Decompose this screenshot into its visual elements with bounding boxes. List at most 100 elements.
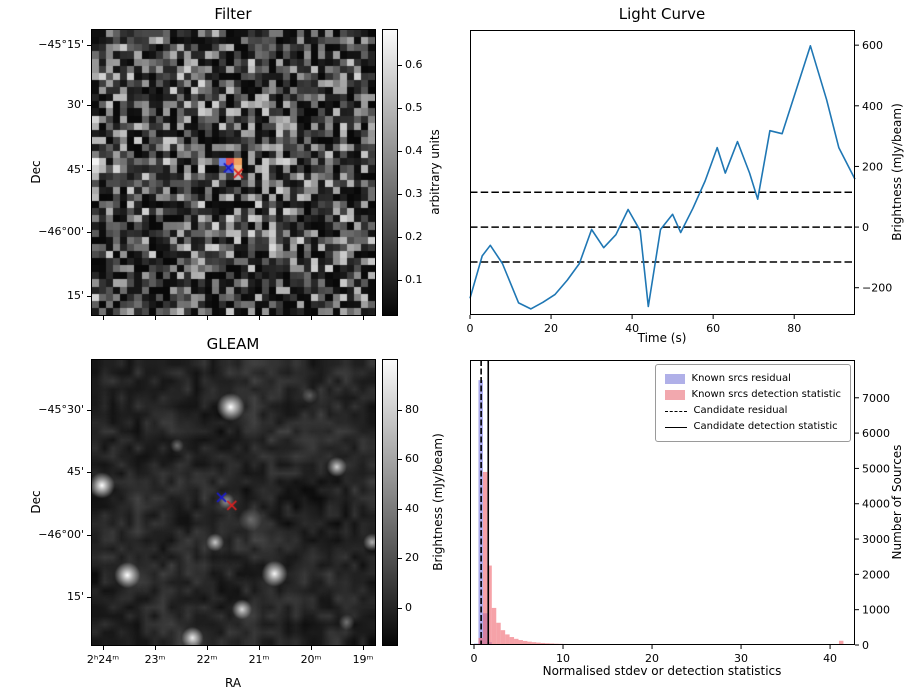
light-curve-title: Light Curve — [618, 5, 706, 23]
tick-label: 7000 — [862, 392, 890, 405]
tick-label: 3000 — [862, 533, 890, 546]
histogram-bar — [527, 641, 532, 645]
histogram-plot: 0 10 20 30 40 0 1000 2000 3000 4000 5000 6000 7000 — [470, 360, 890, 665]
tick-label: 60 — [405, 452, 419, 465]
tick-mark — [259, 316, 260, 320]
legend-entry: Candidate residual — [664, 404, 841, 418]
legend-line-swatch — [664, 410, 687, 412]
histogram-bar — [531, 642, 537, 645]
tick-label: 0 — [471, 652, 478, 665]
tick-label: −45°15' — [38, 38, 84, 51]
tick-label: 2000 — [862, 568, 890, 581]
histogram-bar — [518, 640, 523, 645]
tick-label: 2ʰ24ᵐ — [86, 653, 120, 666]
histogram-bar — [496, 622, 501, 645]
histogram-bar — [478, 380, 483, 645]
legend-line-swatch — [664, 426, 687, 428]
tick-label: −46°00' — [38, 225, 84, 238]
tick-label: 40 — [625, 322, 639, 335]
legend-entry: Known srcs detection statistic — [664, 388, 841, 402]
tick-label: 20 — [645, 652, 659, 665]
histogram-bar — [838, 640, 844, 645]
tick-label: 23ᵐ — [144, 653, 166, 666]
tick-mark — [87, 232, 91, 233]
light-curve-ylabel-right: Brightness (mJy/beam) — [890, 103, 904, 241]
tick-label: 19ᵐ — [352, 653, 374, 666]
light-curve-line — [469, 45, 856, 310]
tick-label: 60 — [706, 322, 720, 335]
tick-label: 15' — [66, 590, 84, 603]
tick-label: 21ᵐ — [248, 653, 270, 666]
tick-mark — [311, 646, 312, 650]
histogram-bar — [540, 642, 546, 645]
tick-label: 0 — [467, 322, 474, 335]
tick-label: 10 — [556, 652, 570, 665]
tick-label: 1000 — [862, 604, 890, 617]
gleam-colorbar — [382, 359, 398, 646]
legend-patch-swatch — [664, 390, 685, 400]
histogram-bar — [482, 471, 488, 645]
legend-entry: Known srcs residual — [664, 372, 841, 386]
tick-label: 15' — [66, 289, 84, 302]
tick-label: 0.1 — [405, 273, 423, 286]
tick-label: 0.6 — [405, 58, 423, 71]
tick-mark — [398, 558, 402, 559]
axes-spines — [470, 360, 855, 645]
tick-mark — [398, 608, 402, 609]
light-curve-plot: 0 20 40 60 80 −200 0 200 400 600 — [467, 30, 892, 335]
tick-mark — [87, 535, 91, 536]
axes-spines — [470, 30, 855, 315]
tick-mark — [398, 410, 402, 411]
tick-mark — [87, 170, 91, 171]
tick-mark — [103, 646, 104, 650]
tick-label: 200 — [862, 160, 883, 173]
histogram-bar — [509, 637, 515, 645]
tick-mark — [87, 105, 91, 106]
tick-mark — [87, 472, 91, 473]
tick-mark — [87, 296, 91, 297]
tick-label: 0 — [405, 601, 412, 614]
legend-label: Candidate residual — [693, 405, 788, 416]
tick-mark — [398, 459, 402, 460]
tick-mark — [311, 316, 312, 320]
tick-label: 5000 — [862, 462, 890, 475]
tick-label: 6000 — [862, 427, 890, 440]
gleam-ylabel: Dec — [29, 490, 43, 514]
histogram-xlabel: Normalised stdev or detection statistics — [542, 664, 782, 678]
filter-colorbar — [382, 29, 398, 316]
tick-label: 0 — [862, 639, 869, 652]
legend-patch-swatch — [664, 374, 685, 384]
tick-mark — [155, 646, 156, 650]
light-curve-xlabel: Time (s) — [637, 331, 687, 345]
histogram-bar — [491, 607, 497, 645]
filter-colorbar-label: arbitrary units — [428, 129, 442, 215]
legend-label: Known srcs residual — [691, 373, 791, 384]
tick-label: 22ᵐ — [196, 653, 218, 666]
tick-mark — [363, 316, 364, 320]
tick-mark — [363, 646, 364, 650]
tick-mark — [398, 280, 402, 281]
tick-mark — [207, 316, 208, 320]
tick-mark — [87, 597, 91, 598]
tick-label: 30 — [734, 652, 748, 665]
gleam-xlabel: RA — [224, 676, 242, 690]
tick-label: 400 — [862, 100, 883, 113]
tick-label: −200 — [862, 282, 892, 295]
filter-image — [91, 29, 376, 316]
tick-mark — [87, 410, 91, 411]
tick-label: 80 — [787, 322, 801, 335]
tick-label: 20 — [405, 551, 419, 564]
tick-mark — [259, 646, 260, 650]
legend-label: Candidate detection statistic — [693, 421, 838, 432]
tick-mark — [207, 646, 208, 650]
tick-mark — [87, 45, 91, 46]
tick-mark — [398, 108, 402, 109]
tick-mark — [398, 194, 402, 195]
histogram-bar — [500, 630, 506, 645]
tick-label: 4000 — [862, 498, 890, 511]
legend-entry: Candidate detection statistic — [664, 420, 841, 434]
tick-label: 40 — [823, 652, 837, 665]
tick-mark — [398, 509, 402, 510]
tick-mark — [398, 237, 402, 238]
